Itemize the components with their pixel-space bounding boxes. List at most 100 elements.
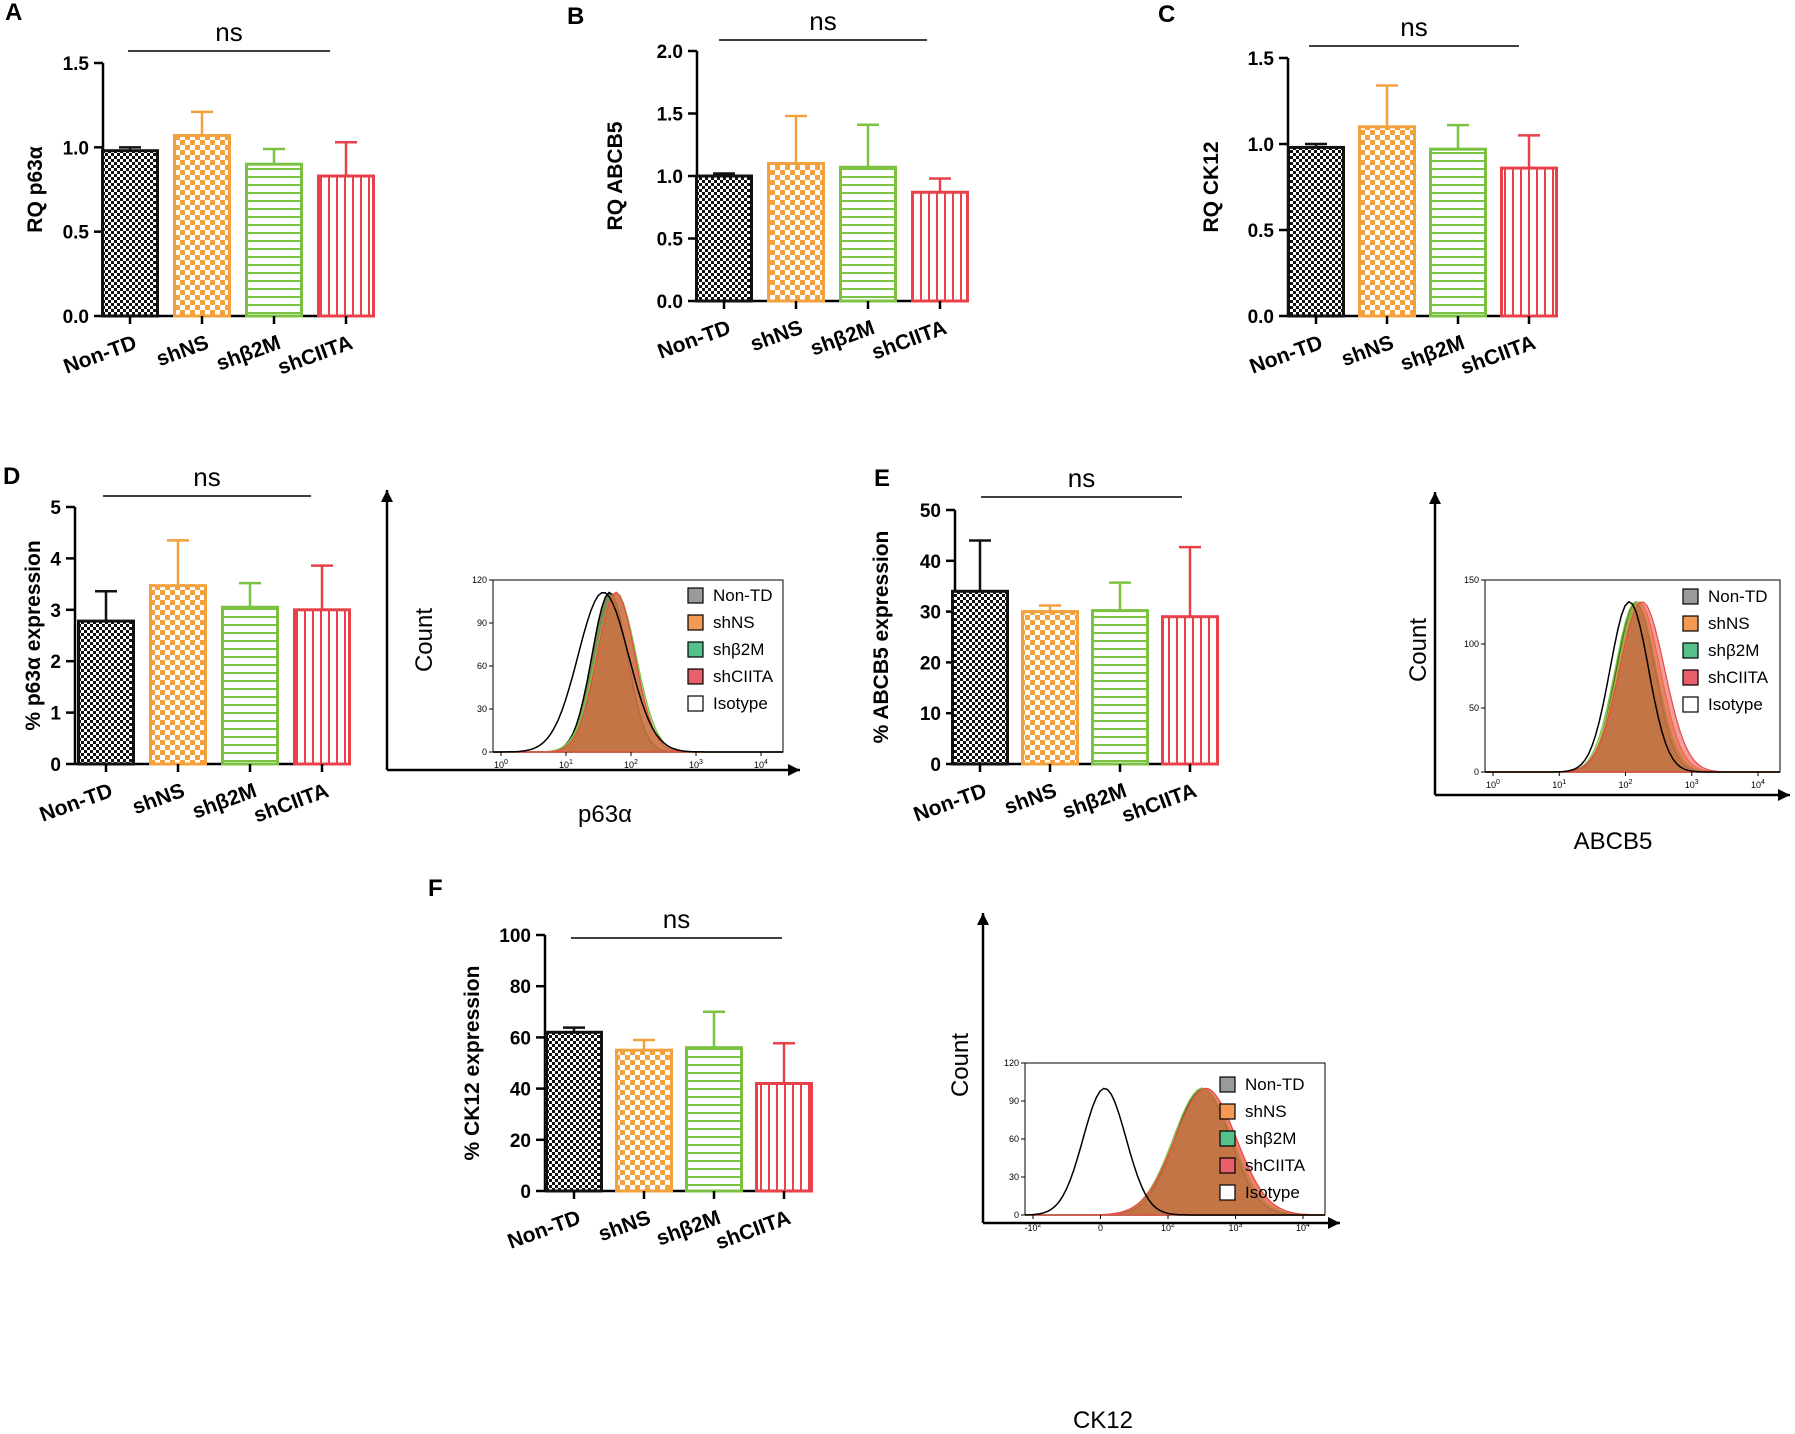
legend-item: shβ2M	[1245, 1129, 1296, 1148]
x-tick-label: 103	[1229, 1222, 1243, 1233]
y-tick-label: 0.0	[657, 292, 683, 313]
y-tick-label: 40	[920, 552, 941, 573]
legend-item: shNS	[713, 613, 755, 632]
x-tick-base: 10	[1619, 780, 1629, 790]
y-axis-label: % p63α expression	[22, 540, 45, 730]
y-tick-label: 1.0	[1248, 135, 1274, 156]
panel-label: E	[874, 465, 890, 492]
y-tick-label: 20	[510, 1131, 531, 1152]
bar-shβ2M	[839, 165, 897, 303]
x-tick-label: shβ2M	[653, 1206, 723, 1250]
panel-label: A	[5, 0, 22, 26]
legend-swatch	[1682, 588, 1699, 605]
legend-item: Isotype	[1708, 695, 1763, 714]
y-tick-label: 0.5	[1248, 221, 1275, 242]
bar-shCIITA	[1500, 166, 1558, 318]
bar-shβ2M	[685, 1046, 743, 1193]
bar-chart-A: A 0.0 0.5 1.0 1.5 RQ p63α Non-TD shNS shβ2MshCII…	[5, 0, 375, 379]
x-tick-label: 100	[1486, 779, 1500, 790]
legend-item: Isotype	[1245, 1183, 1300, 1202]
x-tick-label: shβ2M	[1059, 779, 1129, 823]
significance-label: ns	[193, 462, 220, 492]
bar-chart-C: C 0.0 0.5 1.0 1.5 RQ CK12 Non-TD shNS shβ2MshCII…	[1158, 1, 1558, 379]
y-tick-label: 0.0	[1248, 307, 1274, 328]
x-tick-base: 10	[689, 760, 699, 770]
y-axis-label: Count	[411, 608, 438, 672]
panel-label: B	[567, 3, 584, 30]
panel-label: D	[3, 463, 20, 490]
x-tick-base: 10	[1552, 780, 1562, 790]
significance-label: ns	[1400, 12, 1427, 42]
x-tick-label: shβ2M	[213, 331, 283, 375]
x-tick-exponent: 1	[1562, 779, 1566, 786]
legend-item: shCIITA	[1245, 1156, 1306, 1175]
y-tick-label: 60	[510, 1028, 531, 1049]
x-tick-label: 102	[1161, 1222, 1175, 1233]
y-tick-label: 90	[1009, 1096, 1019, 1106]
y-tick-label: 0	[1474, 767, 1479, 777]
legend-item: shCIITA	[1708, 668, 1769, 687]
y-tick-label: 30	[920, 603, 941, 624]
series-Isotype	[493, 591, 783, 753]
legend-item: shNS	[1708, 614, 1750, 633]
legend-swatch	[687, 614, 704, 631]
y-axis-label: RQ p63α	[24, 146, 47, 233]
bar-shNS	[1021, 610, 1079, 766]
y-tick-label: 100	[1464, 639, 1479, 649]
x-tick-label: shCIITA	[251, 779, 332, 827]
legend-swatch	[1682, 642, 1699, 659]
x-tick-label: shCIITA	[1458, 331, 1539, 379]
x-tick-label: Non-TD	[911, 779, 990, 827]
x-tick-label: shCIITA	[275, 331, 356, 379]
x-tick-label: 0	[1098, 1223, 1103, 1233]
x-tick-label: shβ2M	[807, 316, 877, 360]
bar-chart-D: D 0 1 2 3 4 5% p63α expression Non-TD shNS shβ2Ms…	[3, 462, 351, 827]
x-tick-label: 103	[689, 759, 703, 770]
y-tick-label: 100	[499, 926, 531, 947]
y-tick-label: 50	[920, 501, 941, 522]
legend-item: Non-TD	[713, 586, 773, 605]
y-tick-label: 50	[1469, 703, 1479, 713]
legend-swatch	[1682, 696, 1699, 713]
x-tick-base: 10	[1296, 1223, 1306, 1233]
x-tick-label: shNS	[1001, 779, 1059, 819]
arrow-up-icon	[1429, 492, 1441, 504]
y-axis-label: Count	[947, 1033, 974, 1097]
bar-shCIITA	[293, 608, 351, 766]
legend-swatch	[1219, 1184, 1236, 1201]
legend-item: Non-TD	[1708, 587, 1768, 606]
y-tick-label: 30	[477, 704, 487, 714]
x-tick-exponent: 3	[1239, 1222, 1243, 1229]
x-tick-label: shNS	[153, 331, 211, 371]
x-tick-label: 104	[754, 759, 768, 770]
legend-item: shβ2M	[713, 640, 764, 659]
bar-shNS	[1358, 125, 1416, 318]
x-tick-label: shCIITA	[869, 316, 950, 364]
y-tick-label: 0	[930, 755, 941, 776]
y-tick-label: 4	[50, 549, 61, 570]
x-tick-label: shNS	[595, 1206, 653, 1246]
y-tick-label: 10	[920, 704, 941, 725]
legend-swatch	[687, 695, 704, 712]
bar-shCIITA	[755, 1081, 813, 1193]
legend-item: shNS	[1245, 1102, 1287, 1121]
y-tick-label: 2	[50, 652, 61, 673]
significance-label: ns	[215, 17, 242, 47]
y-axis-label: % CK12 expression	[461, 966, 484, 1161]
x-tick-label: shNS	[1338, 331, 1396, 371]
y-tick-label: 2.0	[657, 42, 683, 63]
significance-label: ns	[809, 6, 836, 36]
y-tick-label: 1.5	[657, 105, 684, 126]
y-tick-label: 5	[50, 498, 61, 519]
legend-swatch	[1682, 669, 1699, 686]
y-tick-label: 150	[1464, 575, 1479, 585]
bar-shCIITA	[317, 174, 375, 318]
x-tick-label: Non-TD	[505, 1206, 584, 1254]
x-tick-label: shNS	[747, 316, 805, 356]
x-tick-label: 104	[1296, 1222, 1310, 1233]
arrow-right-icon	[1778, 789, 1790, 801]
panel-label: C	[1158, 1, 1175, 28]
